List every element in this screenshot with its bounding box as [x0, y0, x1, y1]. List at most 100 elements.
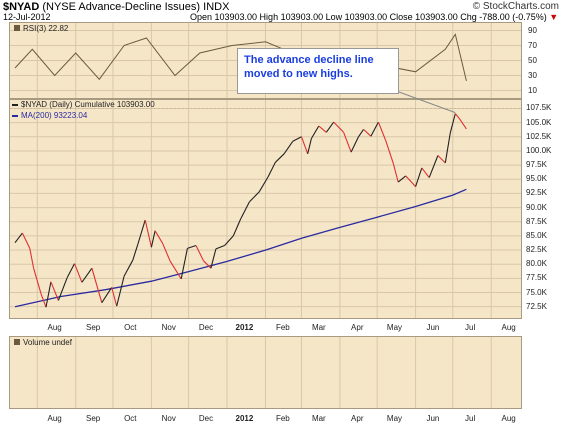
- price-segment: [187, 244, 197, 249]
- chart-title: $NYAD (NYSE Advance-Decline Issues) INDX: [3, 1, 229, 13]
- price-segment: [444, 132, 451, 163]
- price-segment: [45, 281, 52, 308]
- y-tick-label: 77.5K: [526, 273, 547, 283]
- price-segment: [283, 140, 294, 155]
- price-segment: [73, 263, 83, 283]
- price-segment: [377, 121, 387, 142]
- x-tick-label: May: [386, 323, 403, 332]
- price-segment: [449, 113, 456, 133]
- price-segment: [132, 244, 139, 261]
- rsi-tick-label: 50: [528, 55, 537, 65]
- price-segment: [144, 219, 152, 248]
- price-segment: [150, 230, 156, 248]
- price-segment: [111, 287, 118, 307]
- y-tick-label: 95.0K: [526, 174, 547, 184]
- y-tick-label: 90.0K: [526, 202, 547, 212]
- rsi-tick-label: 10: [528, 85, 537, 95]
- price-segment: [137, 219, 146, 245]
- rsi-tick-label: 90: [528, 25, 537, 35]
- price-segment: [116, 275, 125, 307]
- price-segment: [91, 268, 103, 303]
- rsi-label: RSI(3) 22.82: [14, 24, 68, 33]
- x-tick-label: Feb: [275, 323, 290, 332]
- price-segment: [66, 263, 75, 279]
- price-segment: [318, 125, 327, 133]
- price-segment: [50, 281, 59, 301]
- main-label-text: $NYAD (Daily) Cumulative 103903.00: [21, 100, 155, 109]
- y-tick-label: 102.5K: [526, 131, 552, 141]
- x-tick-label-lower: Sep: [85, 414, 101, 423]
- annotation-pointer: [398, 91, 456, 114]
- ma-line: [14, 188, 467, 308]
- x-tick-label: Jul: [465, 323, 476, 332]
- ohlc-text: Open 103903.00 High 103903.00 Low 103903…: [190, 12, 547, 22]
- price-segment: [203, 260, 212, 269]
- main-label: $NYAD (Daily) Cumulative 103903.00: [12, 100, 155, 109]
- y-tick-label: 107.5K: [526, 103, 552, 113]
- price-segment: [397, 175, 407, 183]
- price-segment: [454, 113, 460, 119]
- price-segment: [14, 232, 23, 244]
- price-segment: [363, 128, 372, 137]
- ohlc-summary: Open 103903.00 High 103903.00 Low 103903…: [190, 12, 558, 22]
- x-tick-label: Apr: [351, 323, 364, 332]
- annotation-line-2: moved to new highs.: [244, 68, 353, 80]
- price-segment: [325, 121, 335, 133]
- price-segment: [350, 136, 359, 153]
- x-tick-label: Sep: [85, 323, 101, 332]
- ma-label: MA(200) 93223.04: [12, 111, 87, 120]
- price-segment: [154, 230, 164, 244]
- x-tick-label-lower: Mar: [311, 414, 326, 423]
- price-segment: [40, 293, 47, 308]
- price-segment: [195, 245, 204, 262]
- ma-label-text: MA(200) 93223.04: [21, 111, 88, 120]
- x-tick-label: Aug: [501, 323, 516, 332]
- x-tick-label-lower: May: [386, 414, 403, 423]
- y-tick-label: 97.5K: [526, 160, 547, 170]
- price-segment: [29, 248, 35, 269]
- price-segment: [307, 138, 312, 154]
- rsi-label-text: RSI(3) 22.82: [23, 24, 69, 33]
- x-tick-label-lower: Jun: [426, 414, 440, 423]
- annotation-box: The advance decline line moved to new hi…: [237, 48, 399, 94]
- y-tick-label: 85.0K: [526, 230, 547, 240]
- x-tick-label-lower: Apr: [351, 414, 364, 423]
- price-segment: [81, 267, 93, 283]
- price-segment: [162, 243, 171, 262]
- volume-label-text: Volume undef: [23, 338, 72, 347]
- price-segment: [232, 218, 242, 237]
- price-segment: [310, 125, 320, 139]
- price-segment: [428, 155, 439, 178]
- price-segment: [275, 153, 285, 163]
- down-arrow-icon: ▼: [549, 12, 559, 22]
- x-tick-label: Oct: [124, 323, 137, 332]
- price-segment: [370, 121, 379, 137]
- brand-logo[interactable]: © StockCharts.com: [472, 1, 559, 12]
- price-segment: [33, 268, 42, 294]
- x-tick-label: Jun: [426, 323, 440, 332]
- x-tick-label: Dec: [198, 323, 214, 332]
- x-tick-label-lower: Feb: [275, 414, 290, 423]
- x-tick-label-lower: 2012: [235, 414, 254, 423]
- x-tick-label-lower: Dec: [198, 414, 214, 423]
- x-tick-label-lower: Aug: [47, 414, 62, 423]
- price-segment: [421, 167, 430, 178]
- annotation-line-1: The advance decline line: [244, 54, 374, 66]
- price-segment: [101, 287, 113, 303]
- x-tick-label: Nov: [161, 323, 176, 332]
- price-segment: [169, 260, 182, 280]
- x-tick-label-lower: Aug: [501, 414, 516, 423]
- y-tick-label: 87.5K: [526, 216, 547, 226]
- symbol: $NYAD: [3, 1, 40, 13]
- price-segment: [180, 248, 188, 280]
- price-segment: [224, 235, 234, 246]
- price-segment: [258, 176, 269, 192]
- chart-date: 12-Jul-2012: [3, 12, 51, 22]
- price-segment: [249, 191, 260, 203]
- price-segment: [458, 117, 467, 130]
- volume-label: Volume undef: [14, 338, 72, 347]
- price-segment: [240, 201, 250, 220]
- x-tick-label-lower: Nov: [161, 414, 176, 423]
- y-tick-label: 100.0K: [526, 145, 552, 155]
- price-segment: [358, 129, 364, 138]
